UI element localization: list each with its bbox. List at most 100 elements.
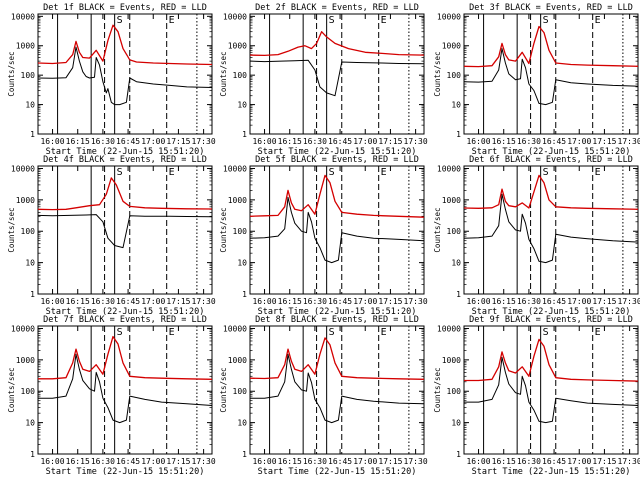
event-marker-label: E — [381, 327, 387, 338]
x-tick-label: 17:30 — [618, 457, 640, 466]
x-tick-label: 16:30 — [517, 137, 541, 146]
detector-panel: Det 2f BLACK = Events, RED = LLD 1 10 100 10… — [219, 3, 428, 157]
y-tick-label: 1 — [30, 450, 35, 459]
y-tick-label: 1000 — [228, 196, 247, 205]
series-line-events — [38, 353, 213, 424]
y-axis-label: Counts/sec — [7, 51, 16, 96]
x-tick-label: 17:15 — [592, 457, 616, 466]
x-tick-label: 16:00 — [40, 297, 64, 306]
x-tick-label: 17:00 — [141, 297, 165, 306]
y-tick-label: 1000 — [16, 42, 35, 51]
x-tick-label: 17:30 — [192, 457, 216, 466]
y-tick-label: 10 — [25, 419, 35, 428]
detector-panel: Det 4f BLACK = Events, RED = LLD 1 10 100 10… — [7, 155, 216, 317]
y-tick-label: 1000 — [16, 196, 35, 205]
x-tick-label: 17:15 — [166, 297, 190, 306]
y-tick-label: 1000 — [442, 42, 461, 51]
x-tick-label: 16:30 — [91, 297, 115, 306]
series-line-events — [464, 356, 639, 424]
x-tick-label: 17:00 — [141, 137, 165, 146]
y-tick-label: 1 — [242, 290, 247, 299]
y-tick-label: 100 — [447, 71, 462, 80]
x-tick-label: 16:30 — [517, 457, 541, 466]
series-line-lld — [463, 174, 639, 210]
y-tick-label: 10 — [237, 259, 247, 268]
event-marker-label: E — [381, 15, 387, 26]
y-axis-label: Counts/sec — [433, 51, 442, 96]
x-tick-label: 17:00 — [353, 457, 377, 466]
x-tick-label: 17:00 — [567, 297, 591, 306]
x-axis-label: Start Time (22-Jun-15 15:51:20) — [258, 467, 417, 477]
detector-panel: Det 1f BLACK = Events, RED = LLD 1 10 100 10… — [7, 3, 216, 157]
y-tick-label: 10 — [451, 259, 461, 268]
y-tick-label: 10 — [451, 101, 461, 110]
chart-title: Det 9f BLACK = Events, RED = LLD — [469, 315, 633, 325]
event-marker-label: E — [169, 327, 175, 338]
chart-title: Det 7f BLACK = Events, RED = LLD — [43, 315, 207, 325]
series-line-lld — [37, 24, 213, 66]
x-tick-label: 17:30 — [404, 297, 428, 306]
x-tick-label: 17:15 — [378, 137, 402, 146]
x-axis-label: Start Time (22-Jun-15 15:51:20) — [46, 307, 205, 317]
event-marker-label: S — [117, 167, 123, 178]
x-axis-label: Start Time (22-Jun-15 15:51:20) — [258, 147, 417, 157]
x-tick-label: 16:30 — [303, 457, 327, 466]
detector-panel: Det 6f BLACK = Events, RED = LLD 1 10 100 10… — [433, 155, 640, 317]
chart-title: Det 1f BLACK = Events, RED = LLD — [43, 3, 207, 13]
y-tick-label: 1 — [456, 130, 461, 139]
y-tick-label: 100 — [233, 387, 248, 396]
chart-title: Det 5f BLACK = Events, RED = LLD — [255, 155, 419, 165]
chart-title: Det 2f BLACK = Events, RED = LLD — [255, 3, 419, 13]
x-axis-label: Start Time (22-Jun-15 15:51:20) — [472, 467, 631, 477]
x-tick-label: 17:30 — [192, 297, 216, 306]
plot-frame — [463, 13, 639, 135]
y-tick-label: 10 — [25, 259, 35, 268]
x-tick-label: 17:00 — [567, 457, 591, 466]
y-tick-label: 100 — [447, 387, 462, 396]
y-tick-label: 100 — [21, 227, 36, 236]
y-tick-label: 10 — [25, 101, 35, 110]
y-tick-label: 10000 — [223, 164, 247, 173]
y-tick-label: 1000 — [442, 196, 461, 205]
event-marker-label: E — [169, 15, 175, 26]
x-axis-label: Start Time (22-Jun-15 15:51:20) — [472, 147, 631, 157]
plot-frame — [463, 165, 639, 295]
x-tick-label: 16:15 — [66, 457, 90, 466]
x-tick-label: 16:15 — [278, 457, 302, 466]
y-tick-label: 10000 — [437, 12, 461, 21]
event-marker-label: S — [329, 327, 335, 338]
x-tick-label: 16:00 — [40, 137, 64, 146]
x-tick-label: 17:00 — [141, 457, 165, 466]
y-tick-label: 10000 — [11, 164, 35, 173]
event-marker-label: S — [329, 167, 335, 178]
x-tick-label: 16:30 — [91, 137, 115, 146]
y-tick-label: 1 — [456, 450, 461, 459]
y-tick-label: 10000 — [11, 324, 35, 333]
event-marker-label: E — [595, 15, 601, 26]
x-axis-label: Start Time (22-Jun-15 15:51:20) — [472, 307, 631, 317]
y-tick-label: 100 — [233, 71, 248, 80]
y-tick-label: 100 — [21, 71, 36, 80]
y-axis-label: Counts/sec — [219, 51, 228, 96]
x-tick-label: 16:15 — [278, 137, 302, 146]
series-line-events — [463, 48, 639, 106]
x-tick-label: 16:15 — [66, 297, 90, 306]
event-marker-label: S — [117, 327, 123, 338]
x-tick-label: 16:00 — [466, 457, 490, 466]
detector-panel: Det 8f BLACK = Events, RED = LLD 1 10 100 10… — [219, 315, 428, 477]
x-tick-label: 17:30 — [404, 457, 428, 466]
series-line-events — [250, 353, 425, 424]
plot-frame — [37, 325, 213, 455]
y-axis-label: Counts/sec — [7, 207, 16, 252]
x-axis-label: Start Time (22-Jun-15 15:51:20) — [258, 307, 417, 317]
series-line-lld — [38, 335, 213, 380]
series-line-lld — [249, 31, 425, 57]
x-tick-label: 16:45 — [542, 297, 566, 306]
y-axis-label: Counts/sec — [433, 207, 442, 252]
plot-frame — [249, 13, 425, 135]
y-tick-label: 1 — [242, 450, 247, 459]
y-tick-label: 10 — [237, 419, 247, 428]
x-tick-label: 17:00 — [353, 137, 377, 146]
y-tick-label: 10 — [237, 101, 247, 110]
